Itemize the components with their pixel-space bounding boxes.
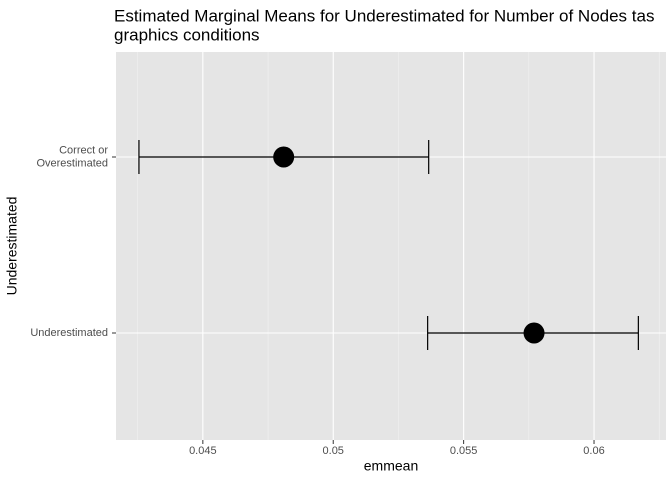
y-tick-label: Correct or xyxy=(59,144,108,156)
y-tick-label: Underestimated xyxy=(30,327,108,339)
x-tick-label: 0.05 xyxy=(323,445,344,457)
point xyxy=(523,322,545,344)
chart-title: graphics conditions xyxy=(114,25,260,44)
x-tick-label: 0.055 xyxy=(450,445,478,457)
x-tick-label: 0.045 xyxy=(189,445,217,457)
x-axis-title: emmean xyxy=(364,458,418,474)
y-tick-label: Overestimated xyxy=(36,157,108,169)
grid xyxy=(116,52,666,440)
point xyxy=(273,146,295,168)
x-tick-label: 0.06 xyxy=(583,445,604,457)
panel xyxy=(116,52,666,440)
y-axis-title: Underestimated xyxy=(4,197,20,296)
chart-title: Estimated Marginal Means for Underestima… xyxy=(114,6,654,25)
